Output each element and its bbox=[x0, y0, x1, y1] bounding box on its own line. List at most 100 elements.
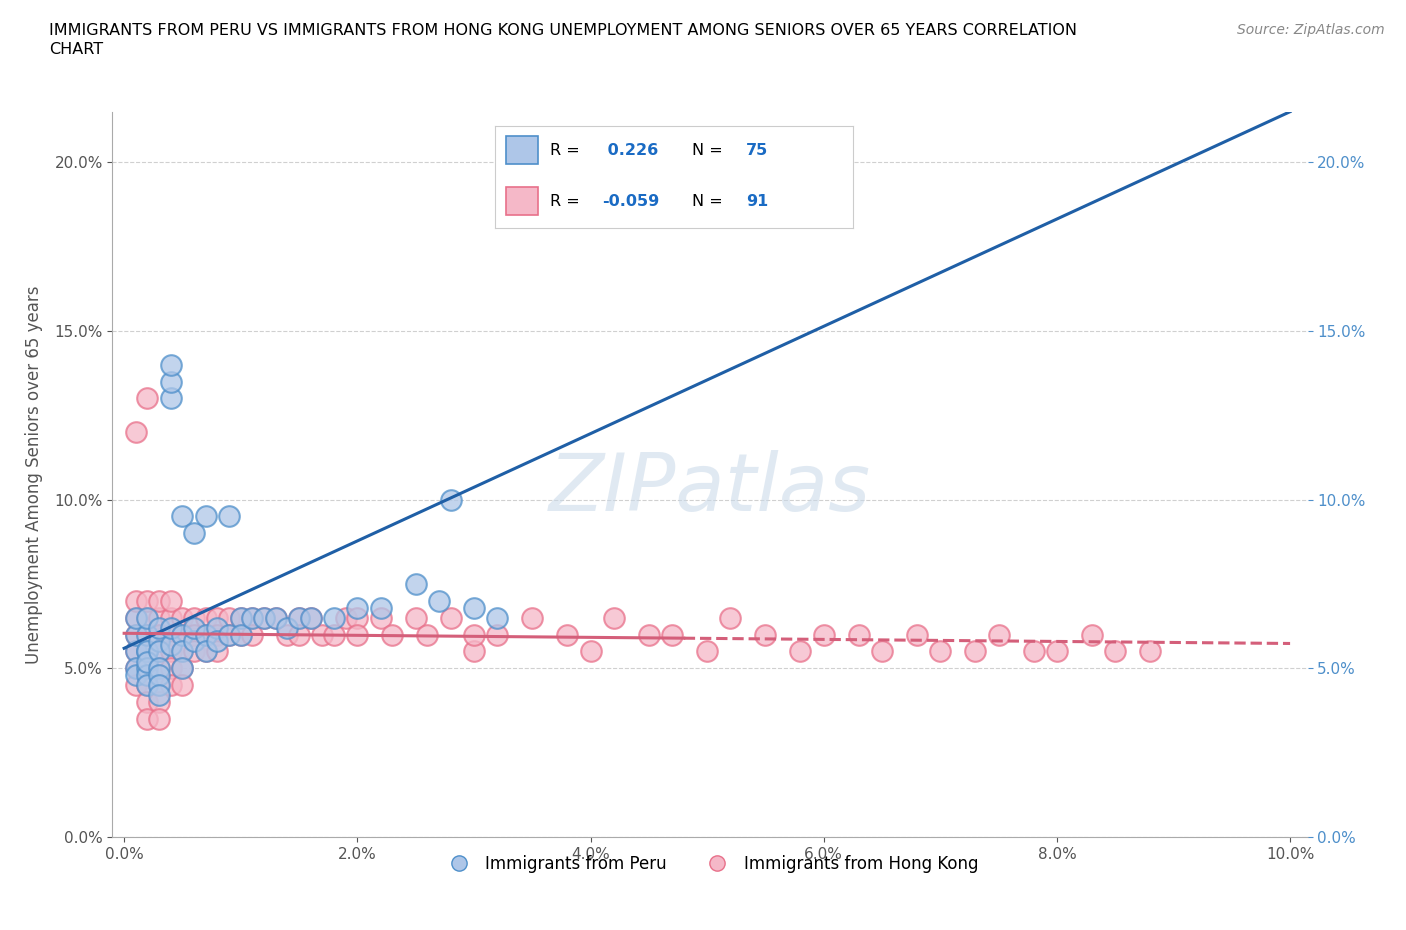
Point bbox=[207, 634, 229, 649]
Y-axis label: Unemployment Among Seniors over 65 years: Unemployment Among Seniors over 65 years bbox=[25, 286, 44, 663]
Point bbox=[136, 695, 159, 710]
Point bbox=[242, 610, 264, 625]
Point bbox=[207, 644, 229, 658]
Point bbox=[579, 644, 602, 658]
Point bbox=[148, 678, 170, 693]
Point bbox=[136, 391, 159, 405]
Point bbox=[242, 627, 264, 642]
Point bbox=[405, 577, 427, 591]
Point bbox=[159, 610, 181, 625]
Point bbox=[194, 509, 217, 524]
Point bbox=[125, 661, 148, 676]
Point bbox=[218, 627, 240, 642]
Point bbox=[172, 678, 194, 693]
Point bbox=[125, 678, 148, 693]
Point bbox=[427, 593, 450, 608]
Point bbox=[194, 644, 217, 658]
Point bbox=[172, 509, 194, 524]
Point bbox=[603, 610, 626, 625]
Point bbox=[172, 627, 194, 642]
Point bbox=[159, 644, 181, 658]
Point bbox=[183, 610, 205, 625]
Point bbox=[813, 627, 835, 642]
Point bbox=[207, 627, 229, 642]
Point bbox=[136, 627, 159, 642]
Point bbox=[148, 688, 170, 703]
Point bbox=[218, 610, 240, 625]
Text: IMMIGRANTS FROM PERU VS IMMIGRANTS FROM HONG KONG UNEMPLOYMENT AMONG SENIORS OVE: IMMIGRANTS FROM PERU VS IMMIGRANTS FROM … bbox=[49, 23, 1077, 38]
Point bbox=[159, 357, 181, 372]
Point bbox=[754, 627, 776, 642]
Point bbox=[125, 593, 148, 608]
Point bbox=[194, 610, 217, 625]
Point bbox=[498, 181, 520, 196]
Point bbox=[555, 627, 578, 642]
Point bbox=[183, 644, 205, 658]
Point bbox=[125, 627, 148, 642]
Point bbox=[439, 492, 461, 507]
Point bbox=[323, 610, 346, 625]
Point bbox=[125, 610, 148, 625]
Point bbox=[125, 668, 148, 683]
Point bbox=[159, 593, 181, 608]
Point bbox=[136, 661, 159, 676]
Point bbox=[159, 391, 181, 405]
Point bbox=[789, 644, 811, 658]
Point bbox=[148, 627, 170, 642]
Point bbox=[486, 627, 509, 642]
Point bbox=[370, 610, 392, 625]
Point bbox=[405, 610, 427, 625]
Point bbox=[136, 610, 159, 625]
Point bbox=[207, 610, 229, 625]
Point bbox=[148, 644, 170, 658]
Point bbox=[370, 600, 392, 615]
Point bbox=[148, 695, 170, 710]
Point bbox=[346, 627, 368, 642]
Point bbox=[299, 610, 322, 625]
Point bbox=[159, 637, 181, 652]
Point bbox=[136, 644, 159, 658]
Point bbox=[148, 678, 170, 693]
Point bbox=[346, 600, 368, 615]
Point bbox=[136, 661, 159, 676]
Point bbox=[183, 620, 205, 635]
Point bbox=[720, 610, 742, 625]
Point bbox=[159, 661, 181, 676]
Point bbox=[1046, 644, 1069, 658]
Point bbox=[1081, 627, 1104, 642]
Point bbox=[242, 610, 264, 625]
Point bbox=[136, 593, 159, 608]
Point bbox=[311, 627, 333, 642]
Point bbox=[125, 661, 148, 676]
Point bbox=[148, 644, 170, 658]
Point bbox=[194, 627, 217, 642]
Point bbox=[229, 627, 252, 642]
Point bbox=[207, 620, 229, 635]
Point bbox=[172, 610, 194, 625]
Point bbox=[929, 644, 952, 658]
Point bbox=[276, 620, 298, 635]
Point bbox=[218, 509, 240, 524]
Point bbox=[136, 610, 159, 625]
Point bbox=[637, 627, 659, 642]
Point bbox=[172, 661, 194, 676]
Point bbox=[125, 644, 148, 658]
Point bbox=[335, 610, 357, 625]
Point bbox=[416, 627, 439, 642]
Point bbox=[299, 610, 322, 625]
Text: ZIPatlas: ZIPatlas bbox=[548, 450, 872, 528]
Point bbox=[136, 678, 159, 693]
Text: Source: ZipAtlas.com: Source: ZipAtlas.com bbox=[1237, 23, 1385, 37]
Point bbox=[870, 644, 893, 658]
Point bbox=[148, 668, 170, 683]
Point bbox=[125, 610, 148, 625]
Point bbox=[136, 644, 159, 658]
Point bbox=[159, 620, 181, 635]
Point bbox=[148, 593, 170, 608]
Point bbox=[1139, 644, 1161, 658]
Point bbox=[965, 644, 987, 658]
Point bbox=[229, 610, 252, 625]
Point bbox=[159, 374, 181, 389]
Point bbox=[136, 668, 159, 683]
Text: CHART: CHART bbox=[49, 42, 103, 57]
